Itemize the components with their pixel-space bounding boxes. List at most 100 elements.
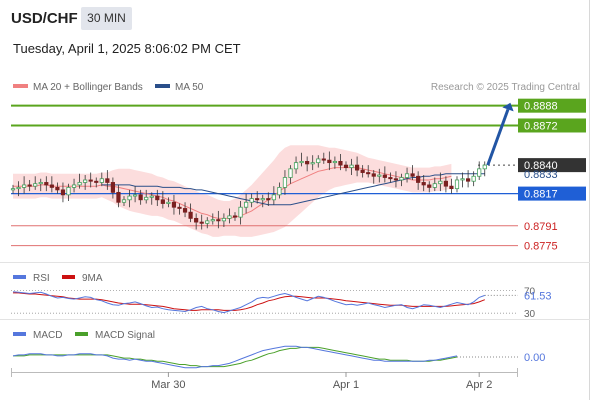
candle-body bbox=[232, 215, 238, 218]
candle-body bbox=[94, 180, 99, 183]
candle-body bbox=[177, 206, 182, 209]
legend-label-macd: MACD bbox=[33, 330, 62, 341]
candle-body bbox=[210, 219, 215, 222]
candle-body bbox=[416, 175, 421, 183]
legend-label-macd-signal: MACD Signal bbox=[95, 330, 155, 341]
candle-body bbox=[221, 217, 226, 222]
ma20-line bbox=[13, 167, 452, 219]
candle-body bbox=[249, 198, 254, 203]
candle-body bbox=[266, 198, 271, 201]
candle-body bbox=[171, 201, 177, 208]
target-arrow-shaft bbox=[486, 108, 510, 166]
rsi-panel: 70 30 61.53 bbox=[11, 287, 552, 320]
candle-body bbox=[327, 159, 332, 164]
candle-body bbox=[60, 189, 66, 196]
candle-body bbox=[371, 173, 376, 177]
legend-swatch-ma20 bbox=[13, 84, 28, 88]
macd-panel: 0.00 bbox=[12, 345, 545, 369]
candle-body bbox=[399, 177, 404, 181]
level-box-0.8817 bbox=[518, 186, 586, 201]
candle-body bbox=[16, 187, 21, 190]
candle-body bbox=[49, 184, 54, 188]
candle-body bbox=[260, 198, 265, 201]
candle-body bbox=[410, 173, 415, 177]
candle-body bbox=[332, 160, 338, 164]
rsi-current-label: 61.53 bbox=[524, 290, 552, 302]
level-label-0.8817: 0.8817 bbox=[524, 189, 558, 201]
rsi-ma-line bbox=[13, 292, 485, 311]
target-arrow-head bbox=[502, 102, 514, 112]
level-label-0.8872: 0.8872 bbox=[524, 120, 558, 132]
level-label-0.8888: 0.8888 bbox=[524, 101, 558, 113]
candle-body bbox=[377, 174, 382, 177]
x-tick-label: Mar 30 bbox=[151, 379, 185, 391]
candle-body bbox=[166, 201, 171, 204]
macd-legend: MACD MACD Signal bbox=[13, 330, 155, 341]
rsi-tick-70: 70 bbox=[524, 287, 536, 298]
report-datetime: Tuesday, April 1, 2025 8:06:02 PM CET bbox=[13, 41, 241, 56]
level-box-0.8872 bbox=[518, 118, 586, 133]
candle-body bbox=[421, 182, 426, 186]
candle-body bbox=[238, 206, 243, 218]
macd-signal-line bbox=[13, 346, 458, 368]
candle-body bbox=[110, 182, 115, 193]
candle-body bbox=[310, 162, 315, 165]
x-tick-label: Apr 2 bbox=[466, 379, 492, 391]
level-box-0.8888 bbox=[518, 98, 586, 113]
candle-body bbox=[10, 188, 16, 191]
candle-body bbox=[121, 199, 127, 203]
candle-body bbox=[132, 194, 138, 197]
candle-body bbox=[354, 164, 360, 171]
candle-body bbox=[55, 187, 60, 191]
copyright-text: Research © 2025 Trading Central bbox=[431, 82, 580, 93]
candle-body bbox=[77, 182, 82, 186]
candle-body bbox=[144, 196, 149, 201]
candle-body bbox=[299, 160, 304, 164]
level-label-0.8791: 0.8791 bbox=[524, 221, 558, 233]
candle-body bbox=[105, 178, 110, 183]
candle-body bbox=[454, 179, 460, 190]
candle-body bbox=[316, 158, 321, 164]
rsi-legend: RSI 9MA bbox=[13, 273, 103, 284]
candle-body bbox=[305, 160, 310, 165]
candle-body bbox=[227, 215, 232, 219]
candle-body bbox=[432, 183, 437, 188]
candle-body bbox=[216, 219, 221, 222]
timeframe-badge[interactable]: 30 MIN bbox=[81, 7, 132, 30]
candle-body bbox=[21, 184, 27, 188]
candle-body bbox=[360, 169, 365, 173]
candle-body bbox=[243, 201, 249, 208]
candle-body bbox=[194, 217, 199, 223]
candle-body bbox=[71, 184, 77, 188]
candle-body bbox=[460, 178, 465, 181]
legend-swatch-macd-signal bbox=[75, 332, 88, 336]
legend-label-ma20: MA 20 + Bollinger Bands bbox=[33, 82, 143, 93]
candle-body bbox=[343, 164, 349, 168]
candle-body bbox=[388, 177, 393, 180]
candle-body bbox=[66, 187, 71, 196]
bollinger-band bbox=[13, 145, 452, 237]
candle-body bbox=[293, 162, 299, 170]
candle-body bbox=[182, 208, 188, 213]
legend-label-ma50: MA 50 bbox=[175, 82, 204, 93]
ma50-line bbox=[101, 173, 485, 206]
candle-body bbox=[471, 175, 476, 182]
candle-body bbox=[477, 168, 482, 177]
legend-label-rsi: RSI bbox=[33, 273, 50, 284]
candle-body bbox=[138, 194, 143, 201]
candle-body bbox=[116, 191, 121, 203]
candle-body bbox=[155, 195, 160, 201]
candle-body bbox=[404, 173, 410, 178]
candle-body bbox=[44, 182, 49, 186]
candle-body bbox=[99, 178, 104, 183]
candle-body bbox=[88, 179, 93, 182]
candle-body bbox=[127, 195, 132, 201]
legend-swatch-macd bbox=[13, 332, 26, 336]
candle-body bbox=[366, 172, 371, 175]
level-label-0.8775: 0.8775 bbox=[524, 241, 558, 253]
candle-body bbox=[282, 177, 288, 188]
legend-swatch-rsi bbox=[13, 275, 26, 279]
time-axis: Mar 30 Apr 1 Apr 2 bbox=[11, 368, 518, 391]
candle-body bbox=[205, 220, 210, 224]
